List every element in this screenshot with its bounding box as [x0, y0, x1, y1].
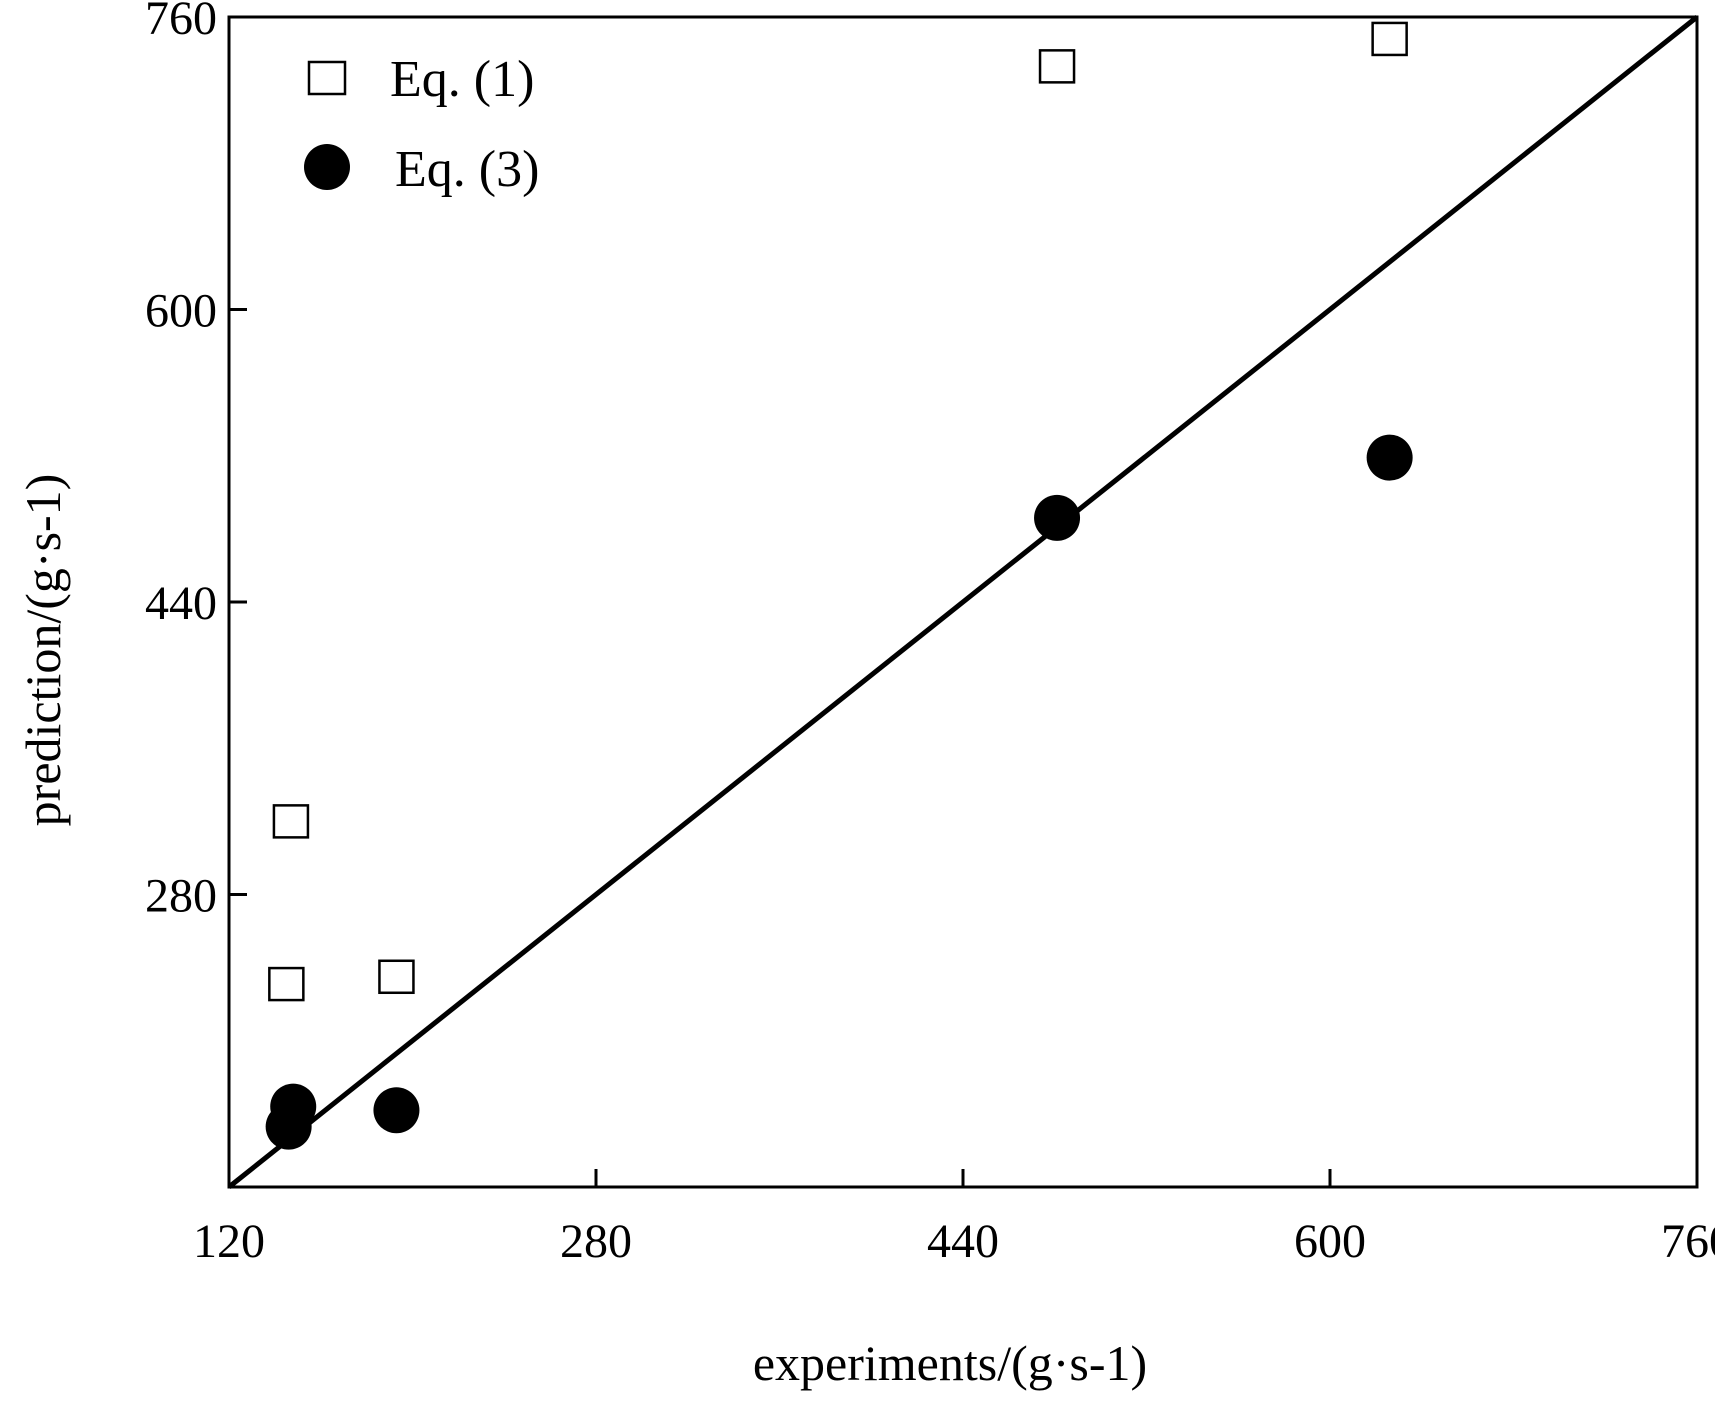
x-axis-ticks: 120 280 440 600 760: [193, 1169, 1715, 1268]
y-axis-label: prediction/(g·s-1): [15, 474, 71, 827]
y-tick-label: 280: [145, 870, 217, 923]
x-tick-label: 760: [1661, 1215, 1715, 1268]
legend-marker-eq3: [304, 144, 350, 190]
eq1-point: [1371, 21, 1408, 57]
x-tick-label: 440: [927, 1215, 999, 1268]
x-tick-label: 600: [1294, 1215, 1366, 1268]
legend: Eq. (1) Eq. (3): [304, 51, 539, 198]
x-tick-label: 120: [193, 1215, 265, 1268]
x-axis-label: experiments/(g·s-1): [753, 1335, 1147, 1391]
eq3-point: [1366, 434, 1413, 481]
eq1-point: [1038, 49, 1076, 84]
y-tick-label: 440: [145, 577, 217, 630]
eq3-point: [373, 1087, 420, 1134]
eq1-point: [268, 966, 305, 1002]
x-tick-label: 280: [560, 1215, 632, 1268]
eq1-point: [272, 804, 310, 839]
y-tick-label: 600: [145, 285, 217, 338]
reference-line: [227, 15, 1699, 1189]
legend-label-eq1: Eq. (1): [390, 51, 534, 108]
y-tick-label: 760: [145, 0, 217, 45]
legend-marker-eq1: [307, 60, 347, 96]
legend-label-eq3: Eq. (3): [395, 141, 539, 198]
eq3-point: [1034, 494, 1081, 541]
eq1-point: [378, 959, 415, 995]
eq3-point: [265, 1103, 312, 1150]
y-axis-ticks: 280 440 600 760: [145, 0, 247, 923]
data-marks: [265, 21, 1413, 1150]
